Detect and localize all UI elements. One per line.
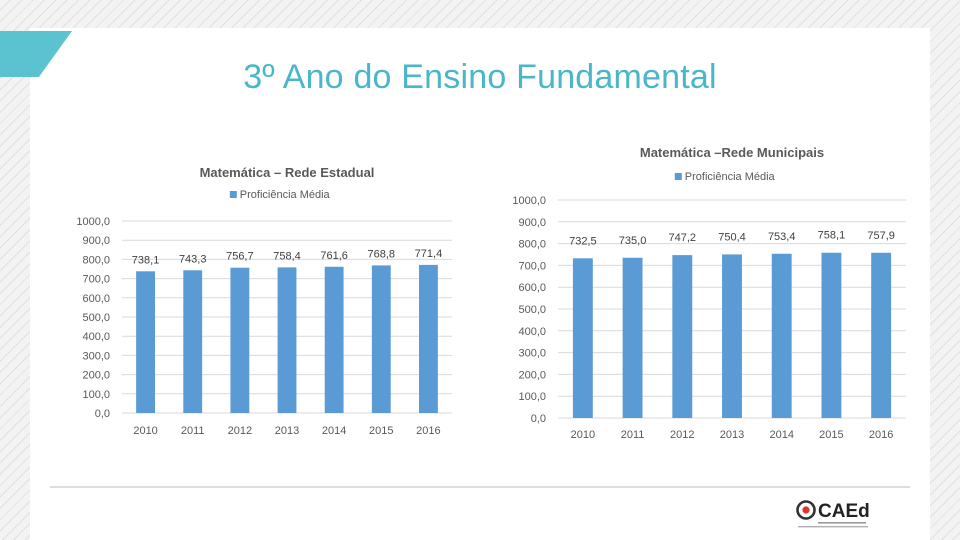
x-tick-label: 2012 [670, 429, 694, 441]
bar-2010 [572, 258, 593, 418]
chart-title: Matemática – Rede Estadual [200, 165, 375, 180]
legend-label: Proficiência Média [240, 189, 331, 201]
y-tick-label: 300,0 [82, 350, 110, 362]
x-tick-label: 2015 [369, 425, 393, 437]
data-label: 757,9 [867, 230, 895, 242]
x-tick-label: 2015 [819, 429, 843, 441]
y-tick-label: 1000,0 [512, 195, 546, 207]
bar-2013 [722, 254, 742, 418]
bar-2012 [230, 267, 250, 413]
x-tick-label: 2014 [322, 425, 346, 437]
bar-2011 [183, 270, 203, 413]
chart-rede-municipais: Matemática –Rede Municipais Proficiência … [500, 130, 920, 450]
y-tick-label: 900,0 [518, 217, 546, 229]
y-tick-label: 700,0 [82, 274, 110, 286]
x-tick-label: 2016 [416, 425, 440, 437]
bar-2016 [419, 264, 438, 413]
x-tick-label: 2016 [869, 429, 893, 441]
bar-2014 [324, 266, 344, 413]
bar-2015 [821, 252, 842, 418]
legend-label: Proficiência Média [685, 171, 776, 183]
data-label: 761,6 [320, 250, 348, 262]
x-tick-label: 2010 [133, 425, 157, 437]
logo-text: CAEd [818, 501, 870, 522]
bar-2012 [672, 255, 693, 418]
y-tick-label: 600,0 [518, 282, 546, 294]
y-tick-label: 400,0 [518, 326, 546, 338]
chart-svg: Matemática –Rede Municipais Proficiência … [512, 145, 906, 441]
bar-2013 [277, 267, 297, 413]
bar-2014 [771, 253, 792, 418]
y-tick-label: 800,0 [518, 239, 546, 251]
x-tick-label: 2014 [769, 429, 793, 441]
y-tick-label: 800,0 [82, 254, 110, 266]
data-label: 732,5 [569, 235, 597, 247]
y-tick-label: 600,0 [82, 293, 110, 305]
data-label: 743,3 [179, 253, 207, 265]
x-tick-label: 2013 [720, 429, 744, 441]
caed-logo: CAEd [794, 498, 890, 532]
data-label: 735,0 [619, 235, 647, 247]
y-tick-label: 500,0 [82, 312, 110, 324]
x-tick-label: 2011 [181, 425, 205, 437]
page-title: 3º Ano do Ensino Fundamental [243, 58, 717, 96]
data-label: 756,7 [226, 251, 254, 263]
legend: Proficiência Média [674, 171, 776, 183]
data-label: 747,2 [669, 232, 697, 244]
data-label: 758,1 [818, 230, 846, 242]
y-tick-label: 200,0 [82, 370, 110, 382]
data-label: 758,4 [273, 250, 301, 262]
y-tick-label: 400,0 [82, 331, 110, 343]
bar-2015 [371, 265, 391, 413]
y-tick-label: 0,0 [95, 408, 110, 420]
data-label: 771,4 [415, 248, 443, 260]
y-tick-label: 500,0 [518, 304, 546, 316]
x-tick-label: 2013 [275, 425, 299, 437]
caed-logo-icon [796, 500, 816, 520]
legend-swatch [229, 191, 237, 198]
bar-2011 [622, 257, 643, 418]
data-label: 750,4 [718, 231, 746, 243]
y-tick-label: 1000,0 [76, 216, 110, 228]
data-label: 738,1 [132, 254, 160, 266]
y-tick-label: 300,0 [518, 348, 546, 360]
bar-2010 [136, 271, 155, 413]
legend: Proficiência Média [229, 189, 331, 201]
y-tick-label: 100,0 [82, 389, 110, 401]
data-label: 753,4 [768, 231, 796, 243]
chart-svg: Matemática – Rede Estadual Proficiência M… [76, 165, 452, 437]
y-tick-label: 700,0 [518, 260, 546, 272]
divider-line [50, 486, 910, 488]
chart-title: Matemática –Rede Municipais [640, 145, 824, 160]
x-tick-label: 2010 [571, 429, 595, 441]
y-tick-label: 0,0 [531, 413, 546, 425]
y-tick-label: 100,0 [518, 391, 546, 403]
y-tick-label: 200,0 [518, 369, 546, 381]
data-label: 768,8 [368, 248, 396, 260]
bar-2016 [871, 252, 892, 418]
x-tick-label: 2012 [228, 425, 252, 437]
x-tick-label: 2011 [621, 429, 645, 441]
chart-rede-estadual: Matemática – Rede Estadual Proficiência M… [60, 150, 470, 450]
legend-swatch [674, 173, 682, 180]
y-tick-label: 900,0 [82, 235, 110, 247]
